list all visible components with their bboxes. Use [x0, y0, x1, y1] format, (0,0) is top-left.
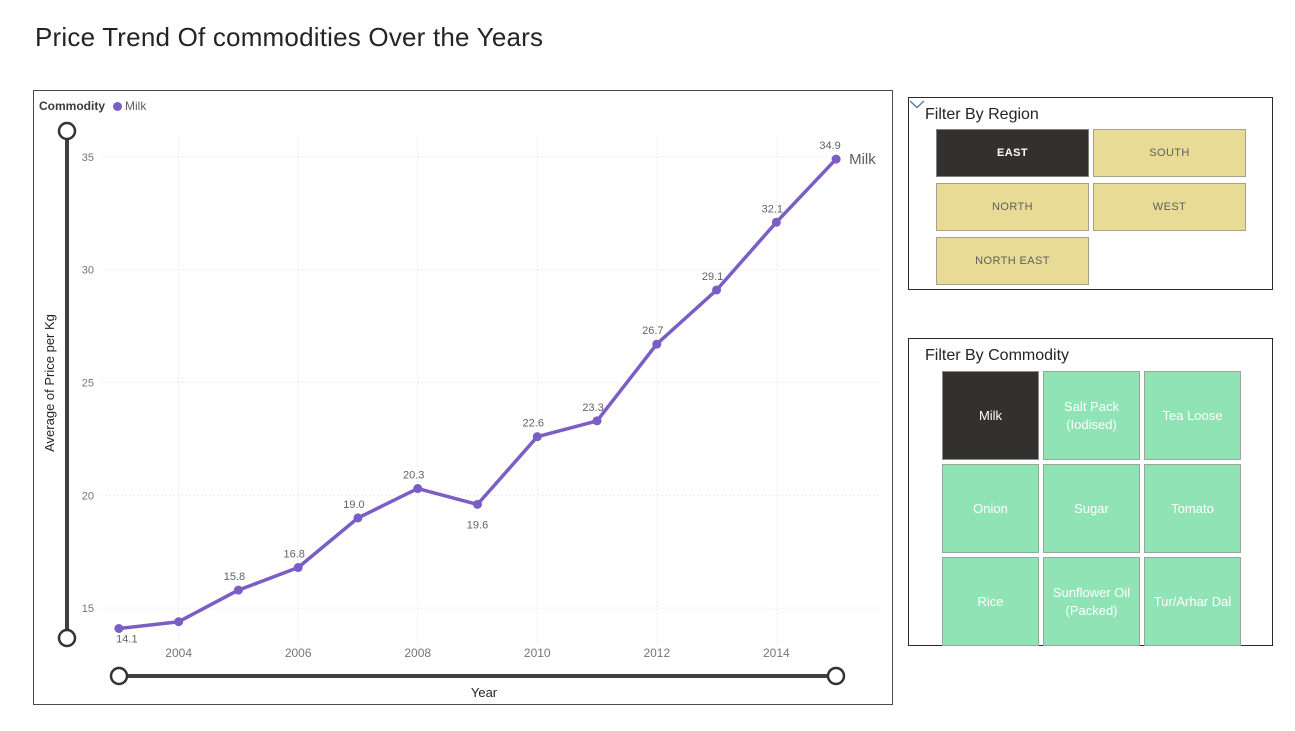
data-point-2008[interactable] — [413, 484, 423, 494]
x-tick-label: 2012 — [643, 646, 670, 660]
price-trend-chart-panel: Commodity Milk 15 20 25 30 35 2004 2006 2008 201… — [33, 90, 893, 705]
commodity-option-tur-arhar-dal[interactable]: Tur/Arhar Dal — [1144, 557, 1241, 646]
legend-milk-dot-icon — [113, 101, 122, 111]
data-label-2006: 16.8 — [283, 549, 304, 561]
price-trend-chart: 15 20 25 30 35 2004 2006 2008 2010 2012 2014 Averag… — [42, 121, 879, 700]
commodity-filter-title: Filter By Commodity — [925, 347, 1070, 364]
data-label-2015: 34.9 — [819, 140, 840, 152]
region-filter-panel: Filter By Region EAST SOUTH NORTH WEST NORTH… — [908, 97, 1273, 290]
data-label-2003: 14.1 — [116, 633, 137, 645]
x-tick-label: 2004 — [165, 646, 192, 660]
y-tick-label: 30 — [82, 265, 94, 277]
data-label-2011: 23.3 — [582, 402, 603, 414]
y-zoom-slider-bottom-handle[interactable] — [57, 628, 77, 648]
region-filter-title: Filter By Region — [925, 106, 1039, 123]
legend-entry-milk[interactable]: Milk — [125, 99, 147, 113]
data-point-2007[interactable] — [353, 513, 363, 523]
commodity-option-milk[interactable]: Milk — [942, 371, 1039, 460]
x-tick-label: 2006 — [285, 646, 312, 660]
data-point-2005[interactable] — [233, 585, 243, 595]
region-option-east[interactable]: EAST — [936, 129, 1089, 177]
data-point-2004[interactable] — [174, 617, 184, 627]
data-label-2013: 29.1 — [702, 271, 723, 283]
x-axis-title: Year — [471, 685, 498, 700]
data-label-2010: 22.6 — [523, 418, 544, 430]
legend-title: Commodity — [39, 99, 105, 113]
commodity-option-rice[interactable]: Rice — [942, 557, 1039, 646]
y-axis-title: Average of Price per Kg — [42, 314, 57, 452]
x-tick-label: 2008 — [404, 646, 431, 660]
commodity-filter-panel: Filter By Commodity Milk Salt Pack (Iodis… — [908, 338, 1273, 646]
y-tick-label: 15 — [82, 603, 94, 615]
x-zoom-slider-right-handle[interactable] — [826, 666, 846, 686]
series-end-label: Milk — [849, 151, 876, 168]
region-option-north-east[interactable]: NORTH EAST — [936, 237, 1089, 285]
data-label-2014: 32.1 — [762, 203, 783, 215]
commodity-option-sunflower-oil-packed[interactable]: Sunflower Oil (Packed) — [1043, 557, 1140, 646]
data-label-2008: 20.3 — [403, 470, 424, 482]
data-point-2010[interactable] — [532, 432, 542, 442]
commodity-option-salt-pack-iodised[interactable]: Salt Pack (Iodised) — [1043, 371, 1140, 460]
commodity-option-sugar[interactable]: Sugar — [1043, 464, 1140, 553]
data-point-2003[interactable] — [114, 623, 124, 633]
data-point-2011[interactable] — [592, 416, 602, 426]
series-line-milk — [117, 157, 838, 631]
region-options: EAST SOUTH NORTH WEST NORTH EAST — [936, 129, 1246, 285]
data-point-2012[interactable] — [652, 339, 662, 349]
commodity-option-onion[interactable]: Onion — [942, 464, 1039, 553]
data-label-2007: 19.0 — [343, 499, 364, 511]
region-option-south[interactable]: SOUTH — [1093, 129, 1246, 177]
data-point-2014[interactable] — [771, 217, 781, 227]
data-point-2006[interactable] — [293, 563, 303, 573]
commodity-options: Milk Salt Pack (Iodised) Tea Loose Onion Sug… — [942, 371, 1241, 646]
x-tick-label: 2014 — [763, 646, 790, 660]
region-option-north[interactable]: NORTH — [936, 183, 1089, 231]
data-point-2009[interactable] — [473, 499, 482, 509]
y-zoom-slider-top-handle[interactable] — [57, 121, 77, 141]
commodity-option-tea-loose[interactable]: Tea Loose — [1144, 371, 1241, 460]
y-tick-label: 35 — [82, 152, 94, 164]
x-zoom-slider-left-handle[interactable] — [109, 666, 129, 686]
data-point-2015[interactable] — [831, 154, 841, 164]
y-tick-label: 25 — [82, 378, 94, 390]
data-label-2009: 19.6 — [467, 519, 488, 531]
data-point-2013[interactable] — [712, 285, 722, 295]
x-tick-label: 2010 — [524, 646, 551, 660]
y-tick-label: 20 — [82, 490, 94, 502]
chart-legend: Commodity Milk — [39, 99, 146, 113]
chevron-down-icon[interactable] — [909, 100, 925, 109]
region-option-west[interactable]: WEST — [1093, 183, 1246, 231]
page-title: Price Trend Of commodities Over the Year… — [35, 22, 544, 52]
data-label-2005: 15.8 — [224, 571, 245, 583]
data-label-2012: 26.7 — [642, 325, 663, 337]
commodity-option-tomato[interactable]: Tomato — [1144, 464, 1241, 553]
